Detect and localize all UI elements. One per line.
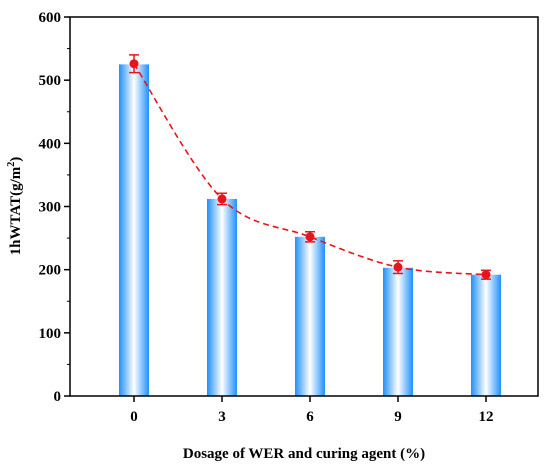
data-point-3 xyxy=(217,194,227,204)
x-axis-title: Dosage of WER and curing agent (%) xyxy=(183,446,425,462)
bar-6 xyxy=(295,236,325,396)
x-tick-label-12: 12 xyxy=(479,409,494,425)
y-tick-label-200: 200 xyxy=(39,263,62,279)
x-tick-label-6: 6 xyxy=(306,409,314,425)
data-point-6 xyxy=(305,232,315,242)
bar-0 xyxy=(119,64,149,396)
data-point-0 xyxy=(129,59,139,69)
x-tick-label-0: 0 xyxy=(130,409,138,425)
y-tick-label-300: 300 xyxy=(39,200,62,216)
fit-curve xyxy=(133,63,487,276)
y-tick-label-100: 100 xyxy=(39,326,62,342)
plot-area xyxy=(119,54,501,396)
y-axis: 0 100 200 300 400 500 600 xyxy=(39,10,70,405)
y-tick-label-400: 400 xyxy=(39,136,62,152)
y-tick-label-0: 0 xyxy=(54,389,62,405)
y-tick-label-500: 500 xyxy=(39,73,62,89)
data-point-12 xyxy=(481,270,491,280)
bar-12 xyxy=(471,274,501,396)
y-tick-label-600: 600 xyxy=(39,10,62,26)
bar-9 xyxy=(383,267,413,396)
x-tick-label-3: 3 xyxy=(218,409,226,425)
x-tick-label-9: 9 xyxy=(394,409,402,425)
data-point-9 xyxy=(393,262,403,272)
y-axis-title: 1hWTAT(g/m2) xyxy=(6,157,24,256)
bar-3 xyxy=(207,198,237,396)
x-axis: 0 3 6 9 12 xyxy=(130,396,494,425)
